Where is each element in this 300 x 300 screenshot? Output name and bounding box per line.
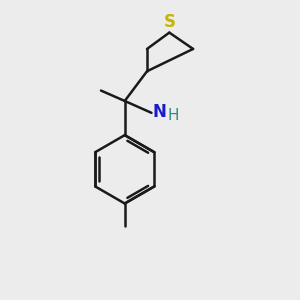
Text: N: N [152,103,166,121]
Text: S: S [163,13,175,31]
Text: H: H [168,108,179,123]
